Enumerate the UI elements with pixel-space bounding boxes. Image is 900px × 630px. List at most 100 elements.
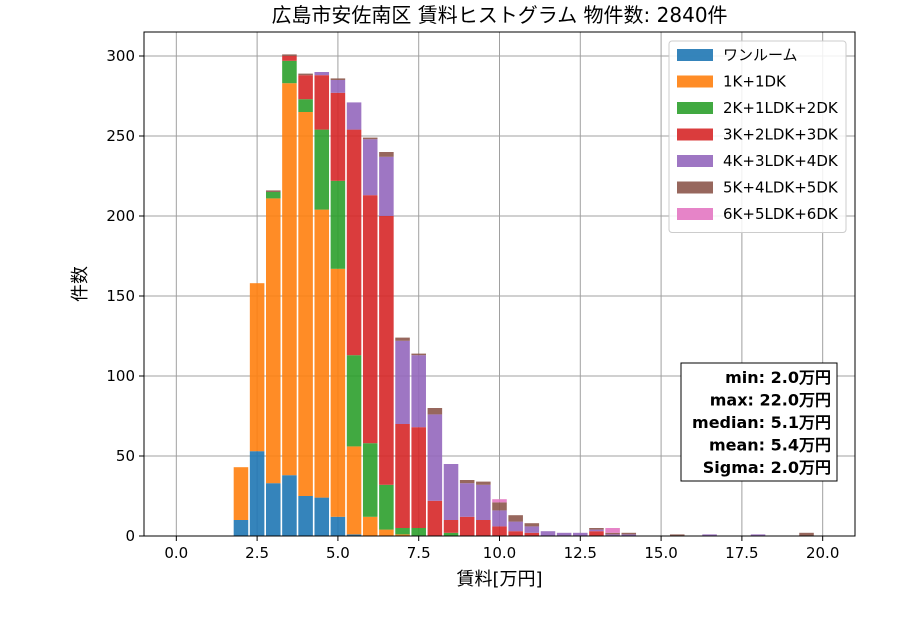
bar-segment (314, 75, 330, 130)
x-tick-label: 2.5 (245, 544, 269, 562)
bar-segment (298, 112, 313, 496)
bar-segment (524, 526, 540, 533)
bar-segment (427, 500, 443, 536)
bar-segment (266, 190, 281, 192)
bar-segment (379, 152, 394, 157)
stats-line: median: 5.1万円 (692, 413, 831, 432)
bar-segment (476, 520, 491, 536)
x-tick-label: 0.0 (164, 544, 188, 562)
x-tick-label: 5.0 (326, 544, 350, 562)
bar-segment (314, 72, 330, 76)
y-axis-label: 件数 (70, 266, 91, 302)
bar-segment (459, 480, 475, 484)
bar-segment (556, 532, 572, 536)
bar-segment (249, 283, 265, 452)
legend: ワンルーム 1K+1DK 2K+1LDK+2DK 3K+2LDK+3DK 4K+3LDK… (668, 40, 847, 233)
legend-swatch (677, 75, 713, 88)
bar-segment (249, 451, 265, 536)
bar-segment (524, 523, 540, 527)
bar-segment (589, 528, 604, 530)
legend-label: 3K+2LDK+3DK (723, 126, 839, 144)
bar-segment (379, 529, 394, 536)
bar-segment (362, 443, 378, 517)
bar-segment (330, 80, 346, 93)
y-tick-label: 300 (106, 47, 135, 65)
stats-frame (680, 362, 838, 482)
y-tick-label: 100 (106, 367, 135, 385)
stats-line: mean: 5.4万円 (709, 436, 831, 455)
legend-label: ワンルーム (723, 46, 798, 64)
bar-segment (298, 75, 313, 100)
bar-segment (427, 408, 443, 415)
bar-segment (346, 129, 362, 356)
bar-segment (411, 353, 426, 356)
x-tick-label: 17.5 (725, 544, 758, 562)
bar-segment (508, 521, 523, 532)
bar-segment (266, 192, 281, 199)
bar-segment (282, 60, 297, 84)
bar-segment (395, 534, 410, 536)
bar-segment (476, 484, 491, 520)
x-tick-label: 15.0 (644, 544, 677, 562)
bar-segment (605, 532, 620, 535)
bar-segment (669, 534, 685, 536)
bar-segment (346, 534, 362, 536)
bar-segment (282, 475, 297, 536)
x-axis-label: 賃料[万円] (456, 569, 542, 590)
legend-swatch (677, 49, 713, 61)
bar-segment (379, 484, 394, 530)
bar-segment (233, 520, 249, 536)
bar-segment (605, 528, 620, 533)
bar-segment (362, 137, 378, 140)
bar-segment (346, 446, 362, 535)
stats-line: max: 22.0万円 (710, 391, 831, 410)
y-tick-label: 200 (106, 207, 135, 225)
bar-segment (411, 528, 426, 536)
bar-segment (459, 516, 475, 536)
x-tick-label: 12.5 (564, 544, 597, 562)
bar-segment (621, 534, 637, 536)
legend-swatch (677, 155, 713, 167)
bar-segment (492, 526, 507, 536)
x-tick-label: 10.0 (483, 544, 516, 562)
bar-segment (621, 532, 637, 535)
bar-segment (362, 139, 378, 196)
stats-box: min: 2.0万円 max: 22.0万円 median: 5.1万円 mean: … (680, 362, 838, 482)
bar-segment (330, 78, 346, 80)
bar-segment (314, 209, 330, 498)
bar-segment (540, 531, 556, 536)
bar-segment (492, 510, 507, 527)
legend-label: 2K+1LDK+2DK (723, 99, 839, 117)
chart-title: 広島市安佐南区 賃料ヒストグラム 物件数: 2840件 (271, 3, 727, 27)
bar-segment (314, 497, 330, 536)
bar-segment (282, 56, 297, 61)
bar-segment (395, 424, 410, 528)
legend-swatch (677, 181, 713, 194)
bar-segment (589, 531, 604, 536)
bars (233, 54, 814, 536)
bar-segment (298, 496, 313, 536)
stats-line: min: 2.0万円 (725, 368, 831, 387)
bar-segment (395, 337, 410, 341)
bar-segment (411, 427, 426, 528)
y-tick-label: 150 (106, 287, 135, 305)
bar-segment (330, 516, 346, 536)
y-tick-label: 250 (106, 127, 135, 145)
bar-segment (282, 54, 297, 56)
bar-segment (266, 483, 281, 536)
legend-box (668, 40, 847, 233)
bar-segment (492, 499, 507, 503)
bar-segment (298, 73, 313, 76)
y-tick-label: 0 (125, 527, 135, 545)
x-tick-label: 7.5 (407, 544, 431, 562)
x-tick-label: 20.0 (806, 544, 839, 562)
bar-segment (395, 528, 410, 535)
bar-segment (508, 515, 523, 522)
bar-segment (443, 532, 459, 536)
bar-segment (411, 355, 426, 428)
bar-segment (346, 355, 362, 447)
bar-segment (282, 83, 297, 476)
legend-label: 6K+5LDK+6DK (723, 205, 839, 223)
